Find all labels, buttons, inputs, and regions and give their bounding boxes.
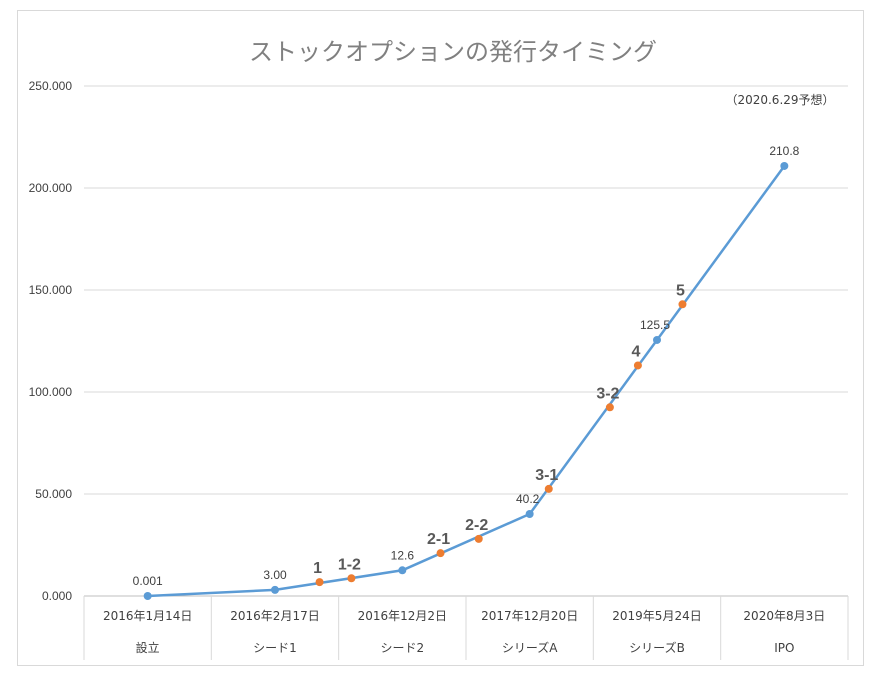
grant-point [436,549,445,558]
data-point [525,509,534,518]
data-label: 3.00 [263,568,287,582]
grant-point [633,361,642,370]
x-tick-stage: シード1 [253,641,297,655]
y-tick-label: 250.000 [29,79,73,93]
grant-point [605,403,614,412]
series-line: 0.001 3.00 12.6 40.2 125.5 210.8 [133,144,800,600]
forecast-note: （2020.6.29予想） [725,92,834,107]
data-label: 125.5 [640,318,670,332]
grant-label: 3-2 [596,385,619,402]
grant-label: 2-1 [427,531,450,548]
x-tick-date: 2020年8月3日 [743,609,825,623]
gridlines [84,85,848,495]
x-tick-date: 2016年1月14日 [103,609,192,623]
data-label: 40.2 [516,492,540,506]
grant-label: 5 [676,282,685,299]
grant-point [544,484,553,493]
grant-point [678,300,687,309]
x-tick-stage: シード2 [381,641,425,655]
grant-point [474,534,483,543]
grant-markers: 1 1-2 2-1 2-2 3-1 3-2 4 5 [313,282,687,587]
data-point [143,591,152,600]
y-tick-label: 100.000 [29,385,73,399]
x-tick-date: 2016年2月17日 [230,609,319,623]
x-tick-date: 2016年12月2日 [358,609,447,623]
y-axis: 0.000 50.000 100.000 150.000 200.000 250.000 [29,79,73,603]
y-tick-label: 150.000 [29,283,73,297]
y-tick-label: 50.000 [35,487,72,501]
data-label: 12.6 [391,548,415,562]
data-label: 0.001 [133,574,163,588]
x-tick-stage: シリーズA [502,640,558,655]
y-tick-label: 200.000 [29,181,73,195]
grant-label: 3-1 [535,467,558,484]
y-tick-label: 0.000 [42,589,72,603]
grant-label: 1-2 [338,556,361,573]
data-point [271,585,279,594]
data-label: 210.8 [769,144,799,158]
grant-point [315,578,324,587]
chart-title: ストックオプションの発行タイミング [249,38,657,66]
grant-label: 1 [313,560,322,577]
data-point [653,335,661,344]
x-tick-stage: シリーズB [629,640,685,655]
series-line-path [147,165,786,598]
x-tick-stage: IPO [774,641,794,655]
data-point [398,566,407,575]
x-tick-stage: 設立 [136,640,160,655]
grant-label: 4 [631,343,640,360]
grant-point [347,574,356,583]
data-point [780,161,789,170]
x-tick-date: 2017年12月20日 [481,609,578,623]
x-tick-date: 2019年5月24日 [612,609,701,623]
grant-label: 2-2 [465,517,488,534]
